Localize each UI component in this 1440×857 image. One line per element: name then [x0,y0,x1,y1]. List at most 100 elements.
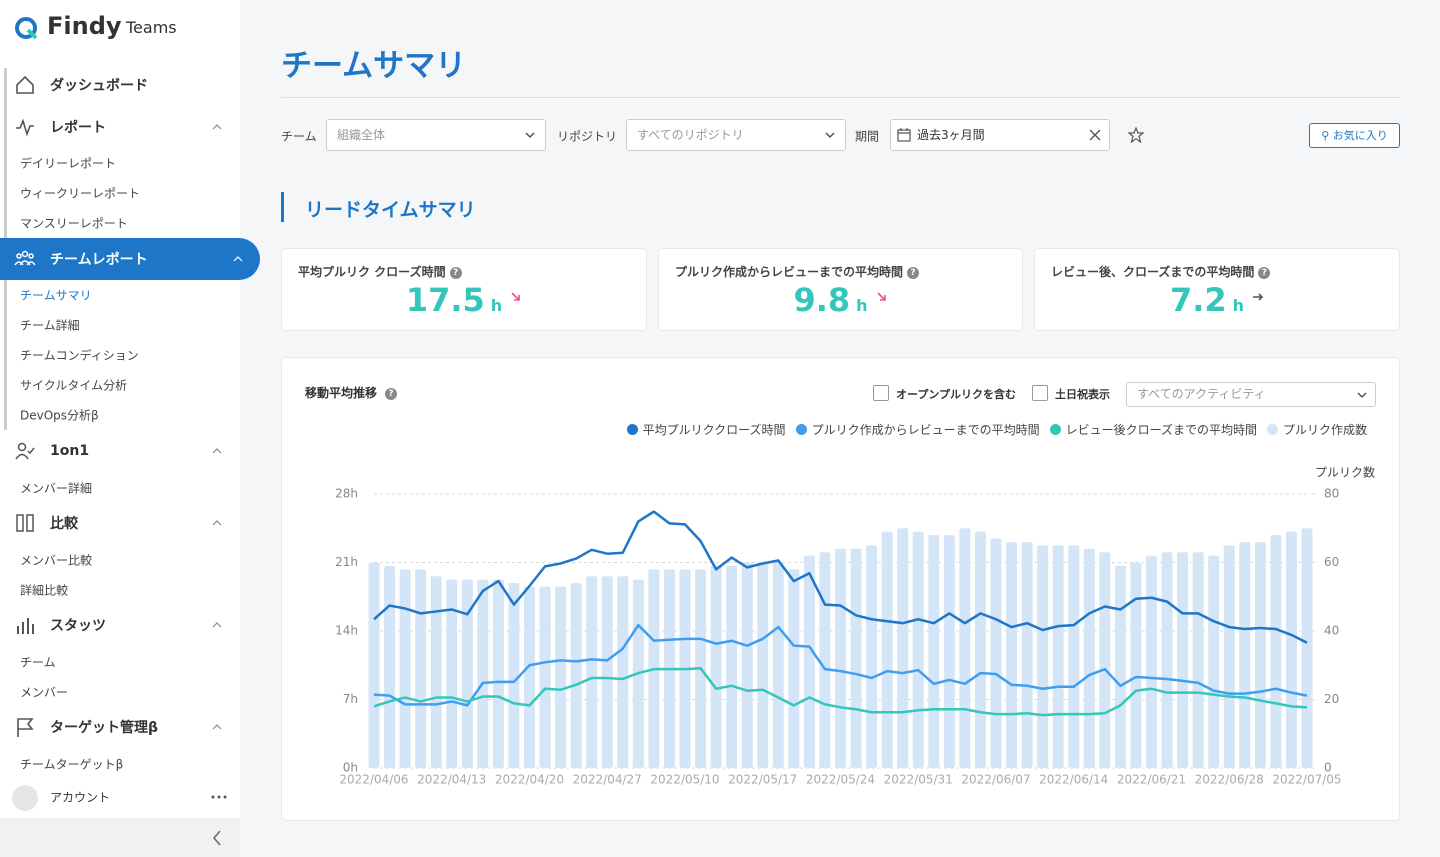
bar [1208,555,1220,768]
bar [1192,552,1204,768]
nav-item-active[interactable]: チームレポート [50,252,148,268]
page-title: チームサマリ [281,48,467,84]
y2-tick-label: 20 [1324,692,1339,706]
activity-select[interactable]: すべてのアクティビティ [1126,382,1376,407]
favorite-button[interactable]: ⚲ お気に入り [1309,123,1400,148]
bar [974,531,986,768]
checkbox[interactable] [1032,385,1048,401]
bar [726,565,738,768]
repo-select[interactable]: すべてのリポジトリ [626,119,846,151]
x-tick-label: 2022/05/10 [650,773,719,787]
nav-item[interactable]: ターゲット管理β [50,720,159,736]
person-icon [15,442,35,460]
nav-subitem[interactable]: サイクルタイム分析 [20,378,128,393]
chevron[interactable] [212,448,222,454]
nav-item[interactable]: ダッシュボード [50,78,148,94]
legend-item[interactable]: プルリク作成からレビューまでの平均時間 [795,421,1040,438]
y-tick-label: 28h [335,487,358,501]
nav-subitem[interactable]: メンバー詳細 [20,481,93,496]
y2-axis-label: プルリク数 [1315,465,1375,480]
kpi-unit: h [490,296,503,315]
legend-label: プルリク作成からレビューまでの平均時間 [811,423,1040,437]
button-label: お気に入り [1332,129,1388,142]
chevron[interactable] [212,622,222,628]
chevron[interactable] [212,724,222,730]
chevron[interactable] [212,124,222,130]
bar [912,531,924,768]
nav-item[interactable]: レポート [50,120,106,136]
filter-label: リポジトリ [557,129,618,144]
x-tick-label: 2022/04/06 [339,773,408,787]
bar [928,535,940,768]
section-bar [281,192,284,222]
team-select[interactable]: 組織全体 [326,119,546,151]
kpi-label-text: 平均プルリク クローズ時間 [298,265,446,279]
chevron[interactable] [233,256,243,262]
nav-subitem[interactable]: DevOps分析β [20,408,99,423]
bar [1083,548,1095,768]
filter-label: チーム [281,129,317,144]
legend-item[interactable]: 平均プルリククローズ時間 [626,421,786,438]
nav-subitem[interactable]: メンバー比較 [20,553,93,568]
kpi-label-text: プルリク作成からレビューまでの平均時間 [675,265,904,279]
x-tick-label: 2022/04/20 [495,773,564,787]
bar [555,586,567,768]
select-value: すべてのリポジトリ [637,128,744,142]
stats-icon [17,618,34,634]
line [373,666,1308,717]
select-value: 組織全体 [337,128,386,142]
bar [601,576,613,768]
bar [1161,552,1173,768]
sidebar: Findy Teams ダッシュボード レポート デイリーレポート ウィークリー… [0,0,260,857]
kpi-label: レビュー後、クローズまでの平均時間? [1051,263,1271,280]
nav-subitem[interactable]: チーム詳細 [20,318,80,333]
nav-subitem-active[interactable]: チームサマリ [20,288,92,303]
nav-subitem[interactable]: 詳細比較 [20,583,69,598]
collapse-button[interactable] [212,830,222,846]
bar [1254,541,1266,768]
legend-item[interactable]: レビュー後クローズまでの平均時間 [1049,421,1257,438]
bar [446,579,458,768]
chart-title-text: 移動平均推移 [305,386,378,400]
x-tick-label: 2022/05/17 [728,773,797,787]
more-icon[interactable] [210,794,228,800]
bar [757,562,769,768]
period-select[interactable]: 過去3ヶ月間 [890,119,1110,151]
kpi-value: 17.5 h [282,281,646,319]
star-button[interactable] [1128,127,1144,143]
bar [1301,528,1313,768]
nav-item[interactable]: 1on1 [50,443,90,459]
chevron[interactable] [212,520,222,526]
nav-subitem[interactable]: デイリーレポート [20,156,117,171]
bar [1270,535,1282,768]
section-title: リードタイムサマリ [305,199,476,221]
nav-subitem[interactable]: チーム [20,655,56,670]
bar [1052,545,1064,768]
y2-tick-label: 60 [1324,555,1339,569]
nav-subitem[interactable]: ウィークリーレポート [20,186,141,201]
legend-label: プルリク作成数 [1282,423,1367,437]
bar [1114,565,1126,768]
x-tick-label: 2022/05/31 [884,773,953,787]
x-tick-label: 2022/06/28 [1195,773,1264,787]
checkbox-label[interactable]: 土日祝表示 [1055,388,1110,401]
nav-item[interactable]: スタッツ [50,618,106,634]
checkbox[interactable] [873,385,889,401]
avatar[interactable] [12,785,38,811]
kpi-card: 平均プルリク クローズ時間? 17.5 h [281,248,647,331]
legend-label: レビュー後クローズまでの平均時間 [1065,423,1257,437]
bar [850,548,862,768]
legend-item[interactable]: プルリク作成数 [1266,421,1367,438]
kpi-label: プルリク作成からレビューまでの平均時間? [675,263,920,280]
select-value: 過去3ヶ月間 [917,128,985,142]
legend-swatch [1049,424,1061,435]
nav-subitem[interactable]: チームコンディション [20,348,139,363]
nav-item[interactable]: 比較 [50,516,78,532]
account[interactable]: アカウント [50,790,111,805]
checkbox-label[interactable]: オープンプルリクを含む [896,388,1017,401]
nav-subitem[interactable]: マンスリーレポート [20,216,128,231]
nav-subitem[interactable]: メンバー [20,685,69,700]
bar [1068,545,1080,768]
nav-subitem[interactable]: チームターゲットβ [20,757,124,772]
kpi-unit: h [1232,296,1245,315]
